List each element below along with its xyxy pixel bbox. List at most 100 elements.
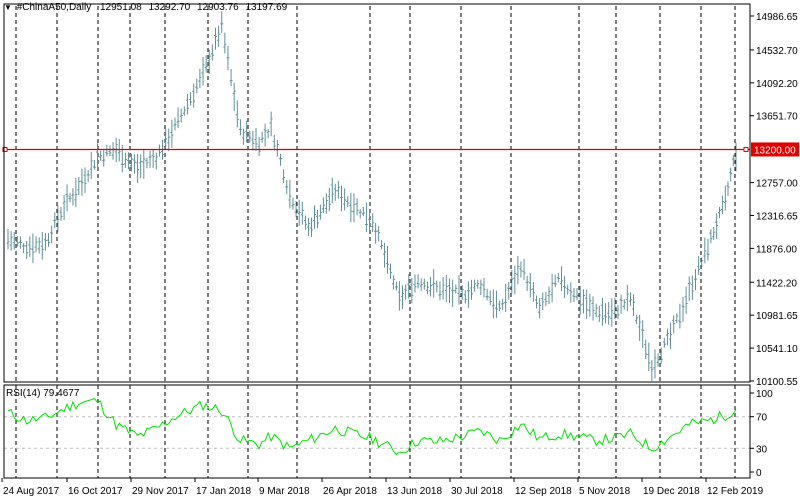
price-bar (729, 167, 733, 182)
price-bar (591, 296, 595, 321)
price-bar (80, 168, 84, 196)
price-bar (407, 274, 411, 299)
price-bar (282, 169, 286, 184)
price-bar (665, 328, 669, 346)
price-bar (547, 286, 551, 305)
price-bar (257, 136, 261, 157)
price-bar (466, 281, 470, 309)
price-bar (185, 93, 189, 115)
level-price-tag (751, 142, 799, 157)
price-bar (501, 298, 505, 311)
price-bar (444, 274, 448, 303)
horizontal-level-line[interactable]: 13200.00 (2, 142, 799, 157)
price-bar (687, 276, 691, 301)
price-bar (89, 151, 93, 180)
price-bar (59, 206, 63, 221)
price-bar (195, 78, 199, 94)
price-bar (669, 322, 673, 350)
rsi-name: RSI(14) (6, 388, 41, 399)
price-bar (9, 231, 13, 251)
price-bar (349, 192, 353, 223)
price-bar (50, 225, 54, 244)
price-bar (516, 255, 520, 285)
price-bar (441, 276, 445, 300)
price-bar (330, 177, 334, 204)
price-bar (318, 204, 322, 220)
price-bar (105, 144, 109, 157)
price-bar (488, 290, 492, 306)
chart-menu-arrow-icon[interactable]: ▼ (4, 3, 12, 12)
price-bar (556, 272, 560, 283)
price-bar (371, 213, 375, 233)
price-bar (117, 139, 121, 162)
price-bar (92, 160, 96, 170)
price-bar (473, 279, 477, 292)
time-tick-label: 16 Oct 2017 (68, 486, 123, 497)
price-bar (616, 304, 620, 320)
price-bar (232, 82, 236, 112)
price-bar (401, 285, 405, 309)
price-bar (641, 320, 645, 348)
price-bar (71, 188, 75, 206)
price-bar (102, 150, 106, 167)
time-tick-label: 19 Dec 2018 (643, 486, 700, 497)
price-bar (47, 233, 51, 247)
price-bar (40, 232, 44, 260)
price-tick-label: 10100.55 (756, 377, 798, 388)
price-bar (300, 201, 304, 225)
price-bar (380, 240, 384, 250)
price-axis-labels: 14986.65 14532.70 14092.20 13651.70 12757.00… (750, 12, 798, 388)
price-bar (327, 187, 331, 212)
price-bar (151, 149, 155, 168)
price-bar (413, 274, 417, 293)
price-bar (718, 206, 722, 219)
price-bar (242, 128, 246, 145)
price-bar (538, 298, 542, 319)
price-bar (463, 290, 467, 304)
price-bar (260, 131, 264, 143)
price-bar (457, 275, 461, 305)
price-bar (28, 236, 32, 257)
price-bar (572, 287, 576, 303)
price-bar (272, 134, 276, 151)
price-bar (498, 300, 502, 312)
price-bar (632, 294, 636, 316)
price-bar (83, 167, 87, 193)
price-bar (522, 259, 526, 280)
axes (3, 3, 751, 479)
price-bar (129, 153, 133, 172)
price-bar (192, 83, 196, 108)
price-bar (720, 195, 724, 215)
price-bar (312, 205, 316, 229)
rsi-line-group (7, 398, 737, 456)
price-bar (251, 130, 255, 151)
price-bar (220, 11, 224, 33)
price-bar (410, 277, 414, 304)
time-axis-labels: 24 Aug 2017 16 Oct 2017 29 Nov 2017 17 Jan … (1, 478, 764, 497)
price-bar (650, 360, 654, 382)
time-tick-label: 13 Jun 2018 (387, 486, 442, 497)
price-bar (386, 245, 390, 274)
price-bar (723, 185, 727, 211)
price-bar (204, 55, 208, 73)
price-bar (145, 157, 149, 169)
price-bar (684, 286, 688, 314)
price-bar (479, 279, 483, 296)
price-bar (336, 180, 340, 199)
price-bar (303, 215, 307, 230)
level-handle-right (743, 146, 749, 152)
price-bar (355, 198, 359, 216)
time-tick-label: 26 Apr 2018 (323, 486, 377, 497)
close-value: 13197.69 (245, 2, 288, 13)
time-tick-label: 30 Jul 2018 (451, 486, 503, 497)
price-bar (108, 145, 112, 157)
price-bar (291, 197, 295, 210)
price-tick-label: 13651.70 (756, 112, 798, 123)
price-bar (690, 275, 694, 300)
price-bar (157, 144, 161, 157)
price-bar (307, 217, 311, 236)
price-bar (541, 292, 545, 310)
price-bar (275, 139, 279, 157)
price-bar (352, 193, 356, 223)
price-bar (597, 305, 601, 322)
